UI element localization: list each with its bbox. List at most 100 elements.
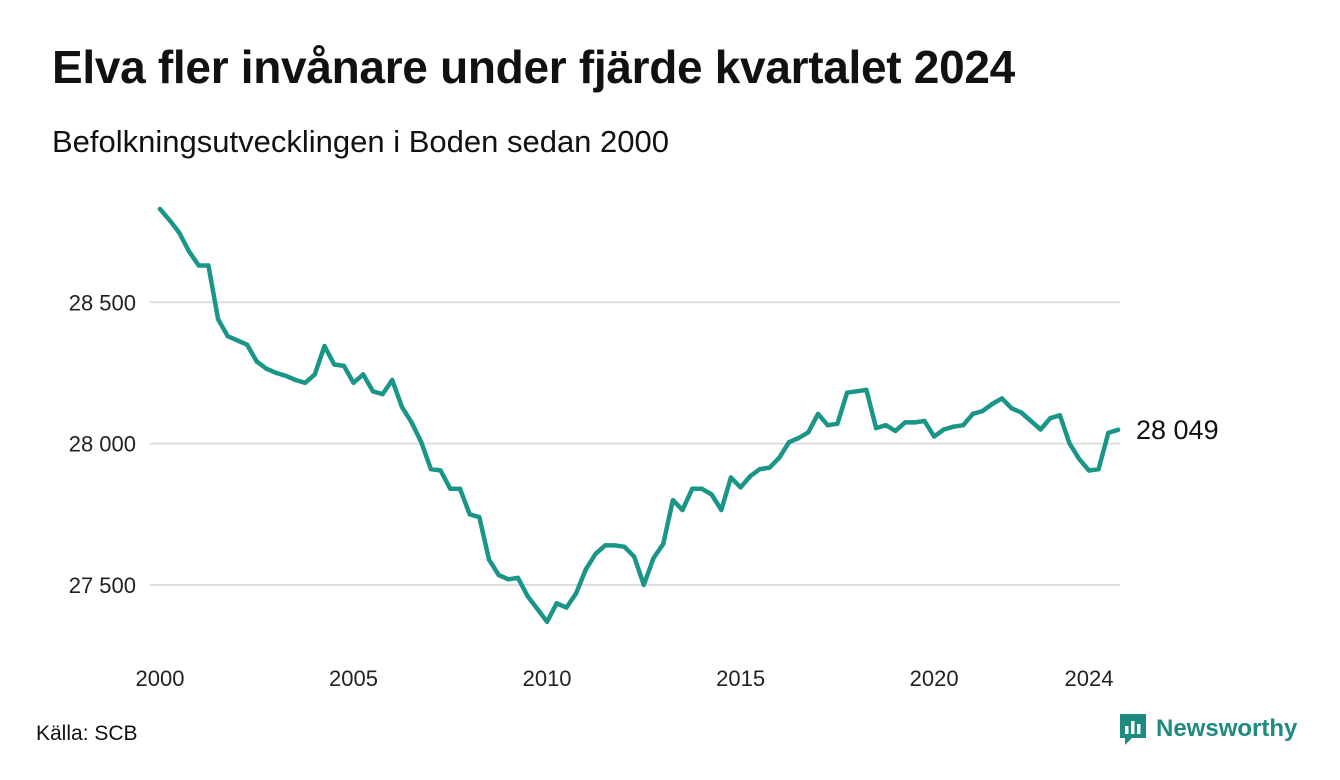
data-point <box>970 411 975 417</box>
x-axis-ticks: 2000 2005 2010 2015 2020 2024 <box>136 666 1114 691</box>
data-point <box>1106 430 1111 436</box>
data-point <box>999 396 1005 401</box>
data-point <box>544 619 550 624</box>
data-point <box>177 230 182 236</box>
data-point <box>235 338 240 343</box>
series-layer <box>157 206 1121 624</box>
data-point <box>303 380 308 385</box>
data-point <box>370 389 376 394</box>
data-point <box>1019 410 1024 415</box>
data-point <box>467 512 472 517</box>
data-point <box>1048 416 1053 421</box>
data-point <box>1086 468 1092 473</box>
y-axis-ticks: 27 500 28 000 28 500 <box>69 290 136 598</box>
data-points <box>157 206 1121 624</box>
data-point <box>244 342 250 347</box>
data-point <box>680 507 685 513</box>
data-point <box>806 430 811 435</box>
data-point <box>922 418 927 424</box>
data-point <box>225 334 230 339</box>
data-point <box>448 486 453 491</box>
data-point <box>573 591 579 596</box>
data-point <box>786 440 792 445</box>
data-point <box>651 555 656 561</box>
data-point <box>912 420 917 425</box>
data-point <box>351 380 356 385</box>
population-line <box>157 206 1121 624</box>
x-tick-label: 2015 <box>716 666 765 691</box>
data-point <box>1028 418 1034 424</box>
data-point <box>719 507 724 513</box>
data-point <box>864 387 869 393</box>
data-point <box>690 486 695 491</box>
data-point <box>854 389 859 394</box>
data-point <box>980 408 985 414</box>
data-point <box>873 425 879 431</box>
chart-subtitle: Befolkningsutvecklingen i Boden sedan 20… <box>52 124 670 159</box>
data-point <box>264 366 269 371</box>
data-point <box>186 249 192 254</box>
x-tick-label: 2010 <box>523 666 572 691</box>
grid-lines <box>150 301 1120 586</box>
data-point <box>825 423 830 428</box>
data-point <box>670 497 676 503</box>
data-point <box>1038 427 1043 432</box>
data-point <box>409 420 414 425</box>
data-point <box>361 372 366 377</box>
data-point <box>506 577 511 582</box>
data-point <box>554 601 559 606</box>
data-point <box>283 373 288 378</box>
data-point <box>990 401 995 407</box>
data-point <box>728 475 734 480</box>
x-tick-label: 2000 <box>136 666 185 691</box>
data-point <box>738 485 743 490</box>
data-point <box>419 440 424 445</box>
data-point <box>428 466 434 472</box>
data-point <box>767 465 772 470</box>
data-point <box>332 362 337 367</box>
data-point <box>661 541 666 547</box>
data-point <box>312 372 317 377</box>
data-point <box>602 543 608 548</box>
data-point <box>564 605 569 610</box>
data-point <box>748 473 753 479</box>
data-point <box>931 434 937 439</box>
newsworthy-logo-icon <box>1120 714 1146 745</box>
data-point <box>612 543 617 548</box>
data-point <box>496 572 501 578</box>
data-point <box>951 424 956 429</box>
data-point <box>583 567 588 572</box>
brand-logo: Newsworthy <box>1118 712 1297 746</box>
y-tick-label: 27 500 <box>69 573 136 598</box>
data-point <box>815 411 821 417</box>
source-note: Källa: SCB <box>36 722 138 745</box>
data-point <box>525 594 530 599</box>
data-point <box>1067 441 1072 446</box>
data-point <box>961 423 966 428</box>
data-point <box>390 377 395 383</box>
data-point <box>757 466 763 472</box>
data-point <box>777 455 782 460</box>
data-point <box>883 423 888 428</box>
data-point <box>380 391 385 397</box>
data-point <box>1077 457 1082 462</box>
x-tick-label: 2005 <box>329 666 378 691</box>
data-point <box>641 582 646 588</box>
data-point <box>1096 466 1101 472</box>
data-point <box>893 428 898 434</box>
data-point <box>457 486 463 491</box>
x-tick-label: 2020 <box>910 666 959 691</box>
x-tick-label: 2024 <box>1064 666 1113 691</box>
data-point <box>941 427 946 432</box>
data-point <box>254 359 259 364</box>
data-point <box>341 363 347 369</box>
data-point <box>293 377 298 383</box>
data-point <box>1009 406 1014 411</box>
y-tick-label: 28 500 <box>69 290 136 315</box>
y-tick-label: 28 000 <box>69 432 136 457</box>
data-point <box>622 544 627 549</box>
data-point <box>322 343 327 349</box>
data-point <box>535 606 540 612</box>
data-point <box>273 370 279 376</box>
